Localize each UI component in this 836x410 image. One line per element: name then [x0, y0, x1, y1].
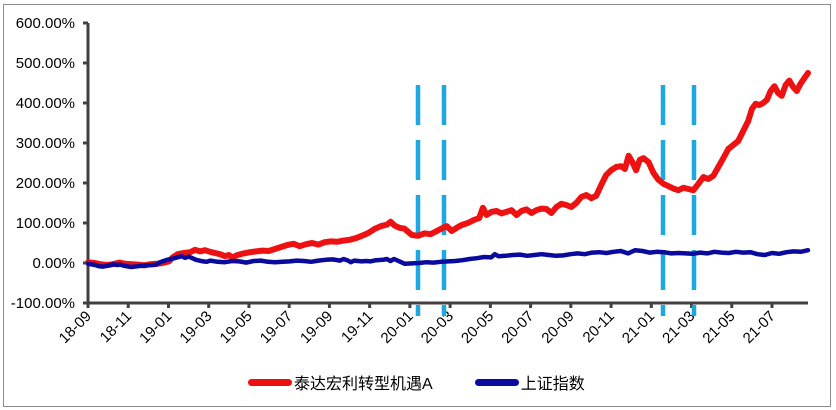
x-tick-label: 19-11 — [338, 308, 376, 346]
x-tick-label: 19-07 — [257, 308, 296, 347]
x-tick-label: 20-11 — [580, 308, 618, 346]
series-lines — [85, 70, 811, 270]
y-tick-label: 0.00% — [32, 255, 75, 272]
event-markers — [415, 85, 697, 316]
legend-item-index: 上证指数 — [474, 370, 585, 394]
y-tick-label: 600.00% — [16, 15, 75, 32]
x-tick-label: 20-05 — [458, 308, 497, 347]
legend-swatch-red — [248, 378, 292, 386]
x-tick-label: 19-09 — [297, 308, 336, 347]
x-tick-label: 21-01 — [619, 308, 658, 347]
x-tick-label: 20-09 — [538, 308, 577, 347]
y-tick-label: 100.00% — [16, 215, 75, 232]
x-tick-label: 20-03 — [418, 308, 457, 347]
series-line-fund — [85, 70, 811, 269]
legend-label: 上证指数 — [520, 376, 585, 393]
y-tick-label: 300.00% — [16, 135, 75, 152]
y-tick-label: 200.00% — [16, 175, 75, 192]
x-tick-label: 21-07 — [740, 308, 779, 347]
x-tick-label: 21-05 — [699, 308, 738, 347]
x-tick-label: 19-03 — [176, 308, 215, 347]
y-axis: 600.00% 500.00% 400.00% 300.00% 200.00% 100.0… — [11, 15, 90, 312]
x-tick-label: 18-09 — [56, 308, 95, 347]
x-tick-label: 18-11 — [97, 308, 135, 346]
series-line-index — [85, 247, 811, 270]
x-tick-label: 20-01 — [378, 308, 417, 347]
x-tick-label: 20-07 — [498, 308, 537, 347]
legend-item-fund: 泰达宏利转型机遇A — [248, 370, 433, 394]
legend: 泰达宏利转型机遇A 上证指数 — [248, 370, 627, 394]
x-tick-label: 19-05 — [217, 308, 256, 347]
y-tick-label: -100.00% — [11, 295, 75, 312]
y-tick-label: 400.00% — [16, 95, 75, 112]
legend-label: 泰达宏利转型机遇A — [294, 376, 433, 393]
y-tick-label: 500.00% — [16, 55, 75, 72]
legend-swatch-blue — [474, 378, 519, 386]
x-tick-label: 19-01 — [136, 308, 175, 347]
